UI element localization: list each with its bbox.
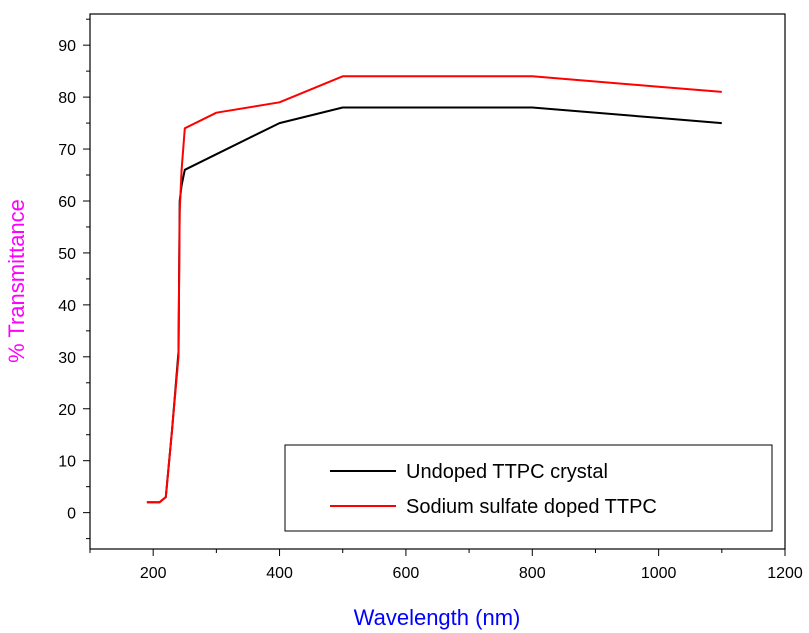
y-tick-label: 50 [58, 246, 76, 263]
x-axis: 200 400 600 800 1000 1200 [89, 549, 803, 582]
series-line-1 [146, 106, 722, 504]
y-tick-label: 20 [58, 402, 76, 419]
x-tick-label: 1200 [767, 565, 803, 582]
series-layer [146, 75, 722, 504]
y-tick-label: 10 [58, 454, 76, 471]
y-axis-title: % Transmittance [4, 199, 29, 363]
x-axis-title: Wavelength (nm) [354, 605, 521, 630]
y-tick-label: 70 [58, 142, 76, 159]
legend-box [284, 444, 773, 532]
series-line-2 [146, 75, 722, 504]
y-tick-label: 80 [58, 90, 76, 107]
x-tick-label: 600 [393, 565, 420, 582]
y-tick-label: 90 [58, 38, 76, 55]
y-tick-label: 40 [58, 298, 76, 315]
plot-frame [89, 13, 786, 550]
y-tick-label: 60 [58, 194, 76, 211]
legend-label-2: Sodium sulfate doped TTPC [406, 496, 657, 518]
x-tick-label: 400 [266, 565, 293, 582]
x-tick-label: 1000 [641, 565, 677, 582]
y-tick-label: 0 [67, 506, 76, 523]
legend: Undoped TTPC crystal Sodium sulfate doped… [284, 444, 773, 532]
y-axis: 0 10 20 30 40 50 60 70 80 90 [58, 18, 90, 540]
legend-label-1: Undoped TTPC crystal [406, 461, 608, 483]
x-tick-label: 800 [519, 565, 546, 582]
x-tick-label: 200 [140, 565, 167, 582]
y-tick-label: 30 [58, 350, 76, 367]
